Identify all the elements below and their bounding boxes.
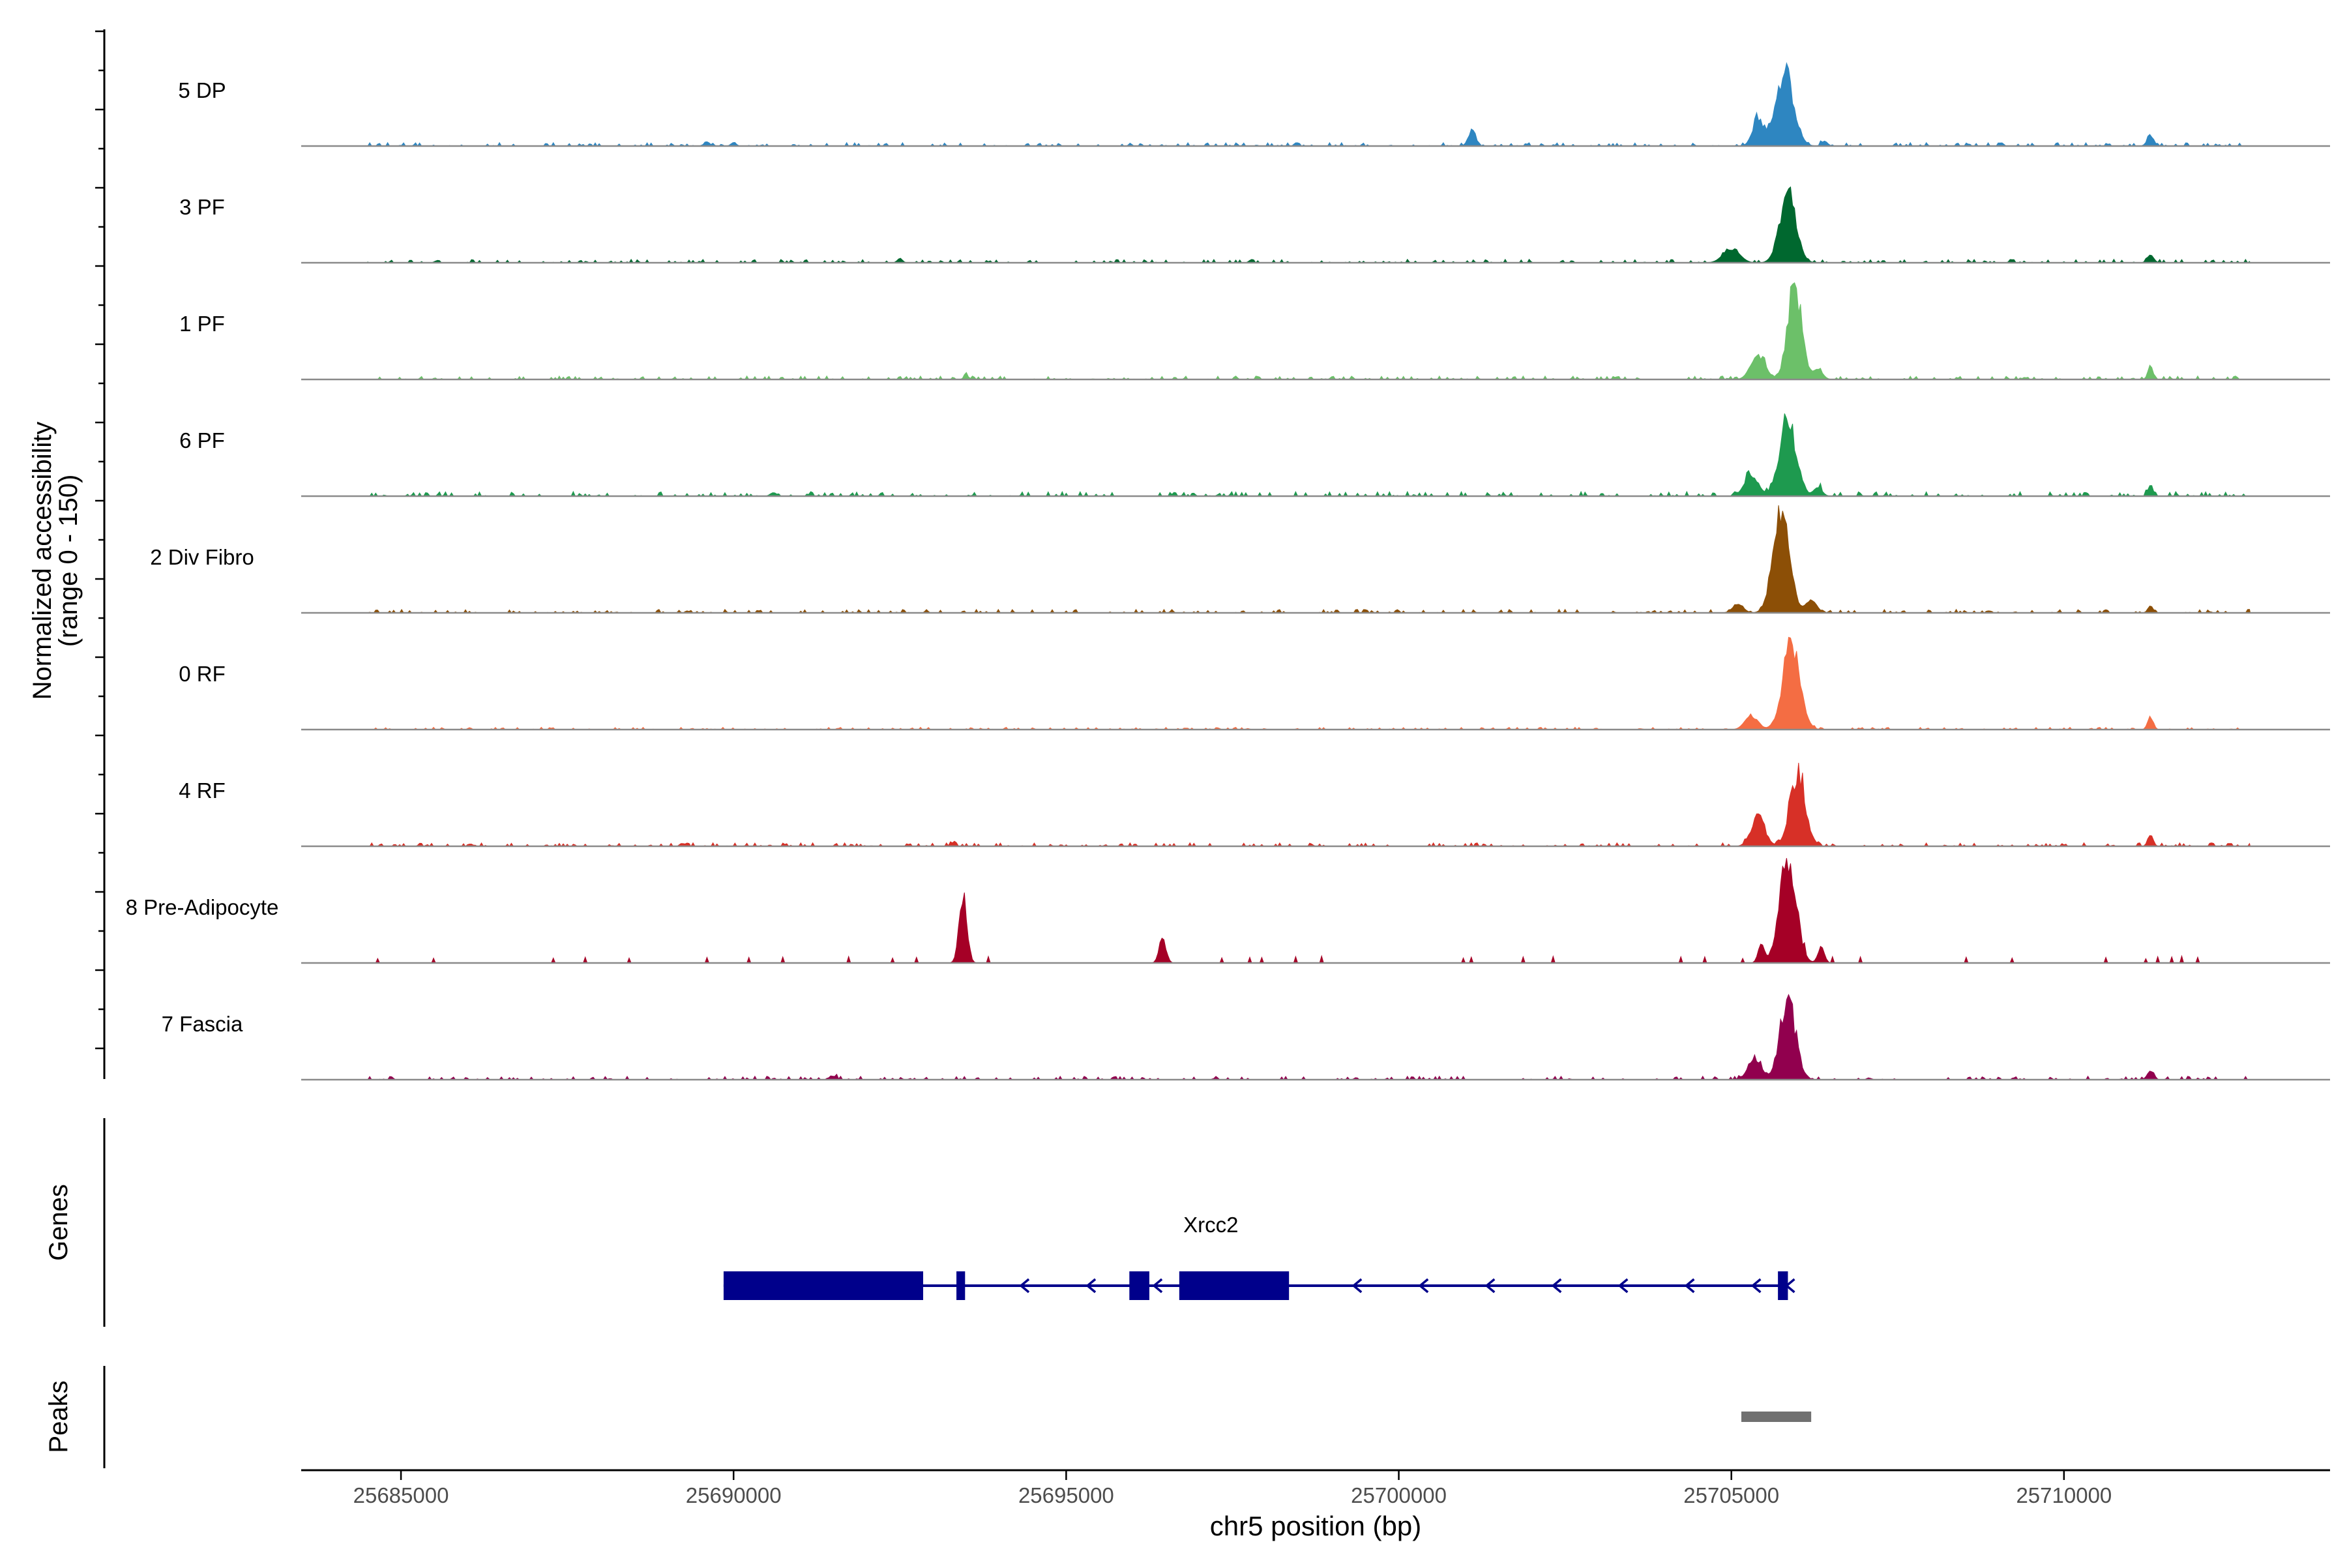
track-5: 0 RF — [179, 636, 2330, 731]
y-axis-label-line1: Normalized accessibility — [28, 422, 57, 700]
track-7: 8 Pre-Adipocyte — [126, 858, 2330, 964]
strand-arrow — [1085, 1278, 1097, 1294]
strand-arrow — [1418, 1278, 1429, 1294]
peak-region — [1741, 1412, 1812, 1422]
track-1: 3 PF — [179, 186, 2330, 264]
exon — [956, 1271, 966, 1300]
strand-arrow — [1784, 1278, 1795, 1294]
strand-arrow — [1551, 1278, 1562, 1294]
track-4: 2 Div Fibro — [150, 505, 2330, 614]
x-tick-label: 25685000 — [353, 1483, 449, 1507]
strand-arrow — [1351, 1278, 1363, 1294]
gene-track: Xrcc2 — [723, 1213, 1795, 1300]
exon — [723, 1271, 924, 1300]
track-3: 6 PF — [179, 413, 2330, 497]
exon — [1778, 1271, 1788, 1300]
x-tick-label: 25690000 — [686, 1483, 782, 1507]
track-label: 6 PF — [179, 428, 225, 452]
y-axis-label-line2: (range 0 - 150) — [54, 475, 83, 647]
x-tick-label: 25695000 — [1018, 1483, 1114, 1507]
strand-arrow — [1019, 1278, 1030, 1294]
track-6: 4 RF — [179, 762, 2330, 848]
track-label: 7 Fascia — [162, 1012, 243, 1036]
strand-arrow — [1152, 1278, 1163, 1294]
strand-arrow — [1684, 1278, 1695, 1294]
track-0: 5 DP — [178, 62, 2330, 147]
peak-track — [1741, 1412, 1812, 1422]
strand-arrow — [1484, 1278, 1496, 1294]
track-label: 0 RF — [179, 662, 226, 686]
exon — [1179, 1271, 1290, 1300]
track-label: 2 Div Fibro — [150, 545, 254, 569]
peaks-panel-label: Peaks — [44, 1380, 73, 1453]
accessibility-tracks: 5 DP 3 PF 1 PF 6 PF 2 Div Fibro 0 RF 4 RF 8 Pre… — [126, 62, 2330, 1081]
track-label: 8 Pre-Adipocyte — [126, 895, 279, 919]
strand-arrow — [1617, 1278, 1629, 1294]
x-axis-label: chr5 position (bp) — [1210, 1511, 1422, 1541]
track-2: 1 PF — [179, 282, 2330, 381]
x-tick-label: 25705000 — [1683, 1483, 1779, 1507]
gene-name: Xrcc2 — [1183, 1213, 1238, 1237]
track-label: 1 PF — [179, 312, 225, 336]
accessibility-y-ticks — [95, 30, 104, 1050]
genes-panel-label: Genes — [44, 1184, 73, 1261]
strand-arrow — [1750, 1278, 1762, 1294]
track-8: 7 Fascia — [162, 994, 2330, 1081]
track-label: 3 PF — [179, 195, 225, 219]
track-label: 5 DP — [178, 78, 226, 102]
x-tick-label: 25700000 — [1351, 1483, 1447, 1507]
x-tick-label: 25710000 — [2016, 1483, 2112, 1507]
track-label: 4 RF — [179, 778, 226, 803]
exon — [1129, 1271, 1149, 1300]
x-axis: 25685000 25690000 25695000 25700000 25705000… — [301, 1469, 2330, 1507]
